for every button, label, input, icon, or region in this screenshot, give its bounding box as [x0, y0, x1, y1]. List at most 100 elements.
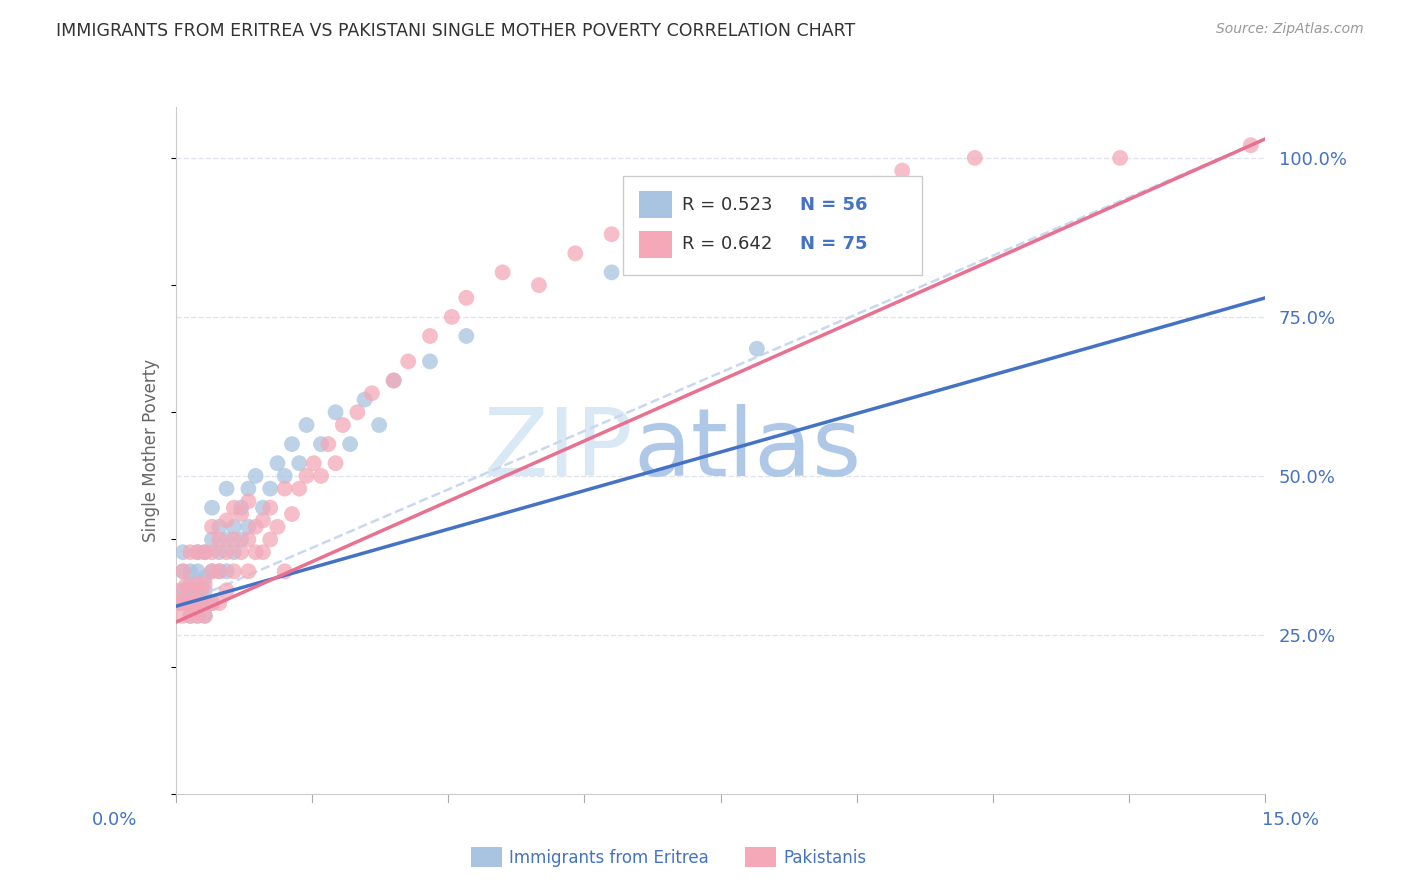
Point — [252, 545, 274, 559]
Point — [176, 590, 198, 604]
Point — [215, 513, 238, 527]
Point — [183, 596, 205, 610]
Point — [382, 374, 405, 388]
Point — [259, 482, 281, 496]
Point — [339, 437, 361, 451]
Text: Source: ZipAtlas.com: Source: ZipAtlas.com — [1216, 22, 1364, 37]
Point — [215, 482, 238, 496]
Point — [368, 417, 391, 432]
Point — [302, 456, 325, 470]
Point — [190, 583, 212, 598]
Point — [818, 183, 841, 197]
Point — [201, 564, 224, 578]
Point — [360, 386, 382, 401]
Point — [238, 564, 260, 578]
Point — [456, 329, 478, 343]
Point — [186, 583, 209, 598]
Point — [186, 564, 209, 578]
Text: atlas: atlas — [633, 404, 862, 497]
Point — [673, 195, 696, 210]
Point — [176, 577, 198, 591]
Point — [169, 596, 191, 610]
Point — [492, 265, 515, 279]
Point — [194, 583, 217, 598]
Point — [1240, 138, 1263, 153]
Text: R = 0.642: R = 0.642 — [682, 235, 773, 253]
FancyBboxPatch shape — [623, 176, 922, 276]
Point — [637, 214, 659, 228]
Point — [194, 545, 217, 559]
Point — [440, 310, 463, 324]
Point — [190, 596, 212, 610]
Point — [222, 520, 245, 534]
Point — [600, 227, 623, 242]
Point — [208, 533, 231, 547]
Point — [201, 500, 224, 515]
Text: Pakistanis: Pakistanis — [783, 849, 866, 867]
Point — [564, 246, 586, 260]
Point — [252, 513, 274, 527]
Point — [186, 608, 209, 623]
Point — [172, 564, 194, 578]
Point — [186, 608, 209, 623]
Point — [194, 596, 217, 610]
Point — [172, 596, 194, 610]
Text: Immigrants from Eritrea: Immigrants from Eritrea — [509, 849, 709, 867]
Point — [201, 596, 224, 610]
Point — [179, 596, 201, 610]
Point — [194, 608, 217, 623]
Point — [179, 608, 201, 623]
Point — [167, 596, 190, 610]
Bar — [638, 231, 672, 258]
Y-axis label: Single Mother Poverty: Single Mother Poverty — [142, 359, 160, 542]
Point — [353, 392, 375, 407]
Point — [346, 405, 368, 419]
Point — [325, 456, 347, 470]
Point — [274, 482, 297, 496]
Point — [176, 596, 198, 610]
Point — [266, 456, 288, 470]
Text: ZIP: ZIP — [484, 404, 633, 497]
Text: R = 0.523: R = 0.523 — [682, 195, 773, 213]
Point — [172, 545, 194, 559]
Point — [309, 469, 332, 483]
Point — [208, 520, 231, 534]
Point — [295, 469, 318, 483]
Point — [208, 545, 231, 559]
Point — [963, 151, 986, 165]
Point — [745, 342, 768, 356]
Point — [295, 417, 318, 432]
Text: IMMIGRANTS FROM ERITREA VS PAKISTANI SINGLE MOTHER POVERTY CORRELATION CHART: IMMIGRANTS FROM ERITREA VS PAKISTANI SIN… — [56, 22, 855, 40]
Point — [179, 596, 201, 610]
Point — [194, 596, 217, 610]
Point — [231, 545, 253, 559]
Point — [172, 583, 194, 598]
Point — [186, 577, 209, 591]
Point — [274, 469, 297, 483]
Point — [456, 291, 478, 305]
Point — [186, 545, 209, 559]
Text: N = 56: N = 56 — [800, 195, 868, 213]
Point — [231, 533, 253, 547]
Point — [186, 596, 209, 610]
Point — [222, 564, 245, 578]
Bar — [638, 191, 672, 219]
Point — [186, 545, 209, 559]
Point — [169, 583, 191, 598]
Point — [172, 564, 194, 578]
Point — [238, 494, 260, 508]
Point — [183, 583, 205, 598]
Point — [318, 437, 340, 451]
Point — [281, 507, 304, 521]
Point — [745, 183, 768, 197]
Point — [252, 500, 274, 515]
Point — [179, 577, 201, 591]
Point — [179, 583, 201, 598]
Point — [194, 577, 217, 591]
Point — [179, 608, 201, 623]
Point — [419, 329, 441, 343]
Point — [215, 545, 238, 559]
Point — [1109, 151, 1132, 165]
Point — [281, 437, 304, 451]
Point — [201, 596, 224, 610]
